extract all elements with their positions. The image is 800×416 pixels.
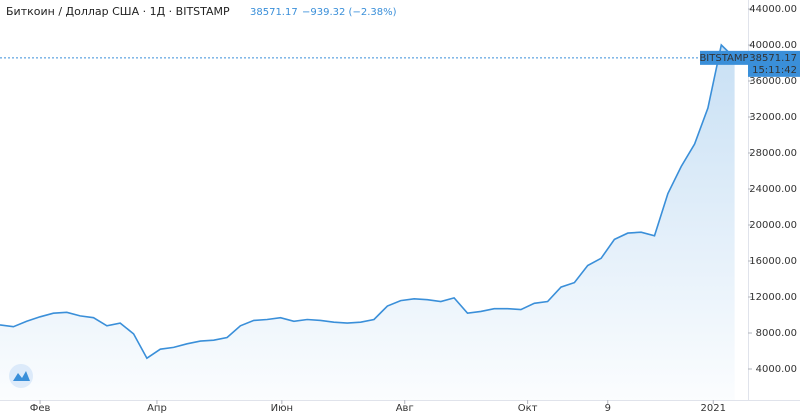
chart-title: Биткоин / Доллар США · 1Д · BITSTAMP (6, 5, 230, 18)
x-tick-label: Апр (147, 403, 167, 414)
x-tick-label: 2021 (701, 403, 726, 414)
price-tag-bg (748, 50, 800, 77)
y-tick-label: 40000.00 (749, 40, 797, 51)
time-tag: 15:11:42 (752, 65, 797, 76)
y-tick-label: 20000.00 (749, 220, 797, 231)
y-tick-label: 16000.00 (749, 256, 797, 267)
x-tick-label: Июн (271, 403, 293, 414)
x-tick-label: Авг (396, 403, 414, 414)
exchange-tag: BITSTAMP (699, 53, 748, 64)
y-tick-label: 8000.00 (756, 328, 797, 339)
last-price: 38571.17 (250, 7, 298, 18)
exchange-tag-bg (700, 50, 748, 65)
y-tick-label: 32000.00 (749, 112, 797, 123)
y-tick-label: 24000.00 (749, 184, 797, 195)
y-tick-label: 44000.00 (749, 4, 797, 15)
x-tick-label: Окт (518, 403, 538, 414)
y-tick-label: 12000.00 (749, 292, 797, 303)
area (0, 45, 735, 400)
x-tick-label: 9 (605, 403, 611, 414)
x-tick-label: Фев (30, 403, 51, 414)
y-tick-label: 36000.00 (749, 76, 797, 87)
y-tick-label: 4000.00 (756, 364, 797, 375)
price-change: −939.32 (−2.38%) (302, 7, 397, 18)
price-line (0, 43, 736, 360)
y-tick-label: 28000.00 (749, 148, 797, 159)
price-tag: 38571.17 (749, 53, 797, 64)
